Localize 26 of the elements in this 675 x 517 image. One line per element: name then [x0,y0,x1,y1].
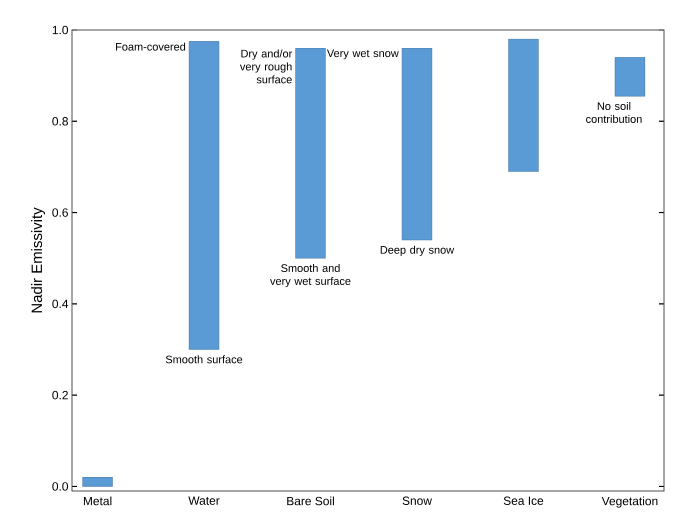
x-tick-label: Metal [84,496,112,506]
x-tick-label: Vegetation [602,496,658,508]
bar [614,57,646,96]
bar [295,48,326,259]
y-axis-title: Nadir Emissivity [31,207,46,312]
annotation: Foam-covered [116,42,186,51]
y-tick-label: 0.8 [52,117,68,126]
annotation: Very wet snow [326,49,399,60]
y-tick-label: 0.0 [52,482,68,491]
annotation: Smooth surface [166,355,242,364]
annotation: Smooth and very wet surface [270,264,351,288]
y-tick-label: 1.0 [52,26,68,34]
y-tick-label: 0.4 [52,300,68,308]
bar [402,48,432,240]
bar [188,41,220,350]
annotation: No soil contribution [586,102,642,123]
x-tick-label: Water [188,496,220,505]
x-tick-label: Snow [402,496,432,505]
x-tick-label: Bare Soil [287,496,334,506]
bar [508,38,539,172]
y-tick-label: 0.6 [52,208,68,217]
annotation: Deep dry snow [380,246,454,256]
annotation: Dry and/or very rough surface [240,49,292,84]
y-tick-label: 0.2 [52,390,68,400]
x-tick-label: Sea Ice [504,496,544,505]
bar [82,477,113,487]
